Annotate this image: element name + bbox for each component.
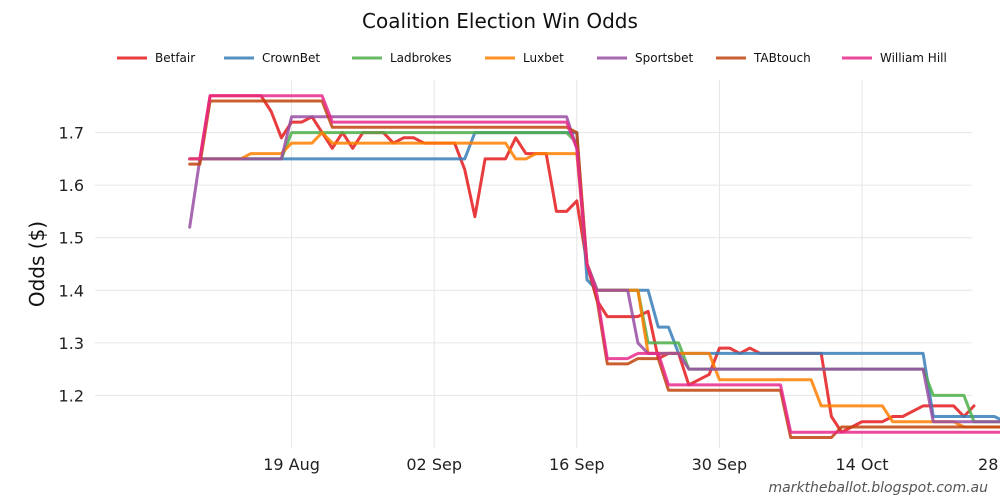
y-tick-label: 1.7 — [59, 124, 84, 143]
y-axis-ticks: 1.2 1.3 1.4 1.5 1.6 1.7 — [59, 124, 84, 406]
x-tick-label: 16 Sep — [549, 455, 605, 474]
legend-label-sportsbet: Sportsbet — [635, 51, 693, 65]
legend-label-william-hill: William Hill — [880, 51, 947, 65]
legend-label-betfair: Betfair — [155, 51, 195, 65]
series-line-ladbrokes — [188, 131, 1000, 424]
x-tick-label: 14 Oct — [835, 455, 888, 474]
legend-label-ladbrokes: Ladbrokes — [390, 51, 451, 65]
chart-title: Coalition Election Win Odds — [362, 9, 638, 33]
y-tick-label: 1.3 — [59, 334, 84, 353]
legend-label-luxbet: Luxbet — [523, 51, 564, 65]
legend-label-crownbet: CrownBet — [262, 51, 320, 65]
y-tick-label: 1.5 — [59, 229, 84, 248]
y-tick-label: 1.4 — [59, 281, 84, 300]
series-line-sportsbet — [188, 115, 1000, 424]
series-line-tabtouch — [188, 99, 1000, 439]
chart-legend: Betfair CrownBet Ladbrokes Luxbet Sportsbet T… — [117, 51, 947, 65]
y-tick-label: 1.6 — [59, 176, 84, 195]
y-axis-label: Odds ($) — [25, 221, 49, 307]
grid-lines — [95, 80, 972, 448]
series-line-william-hill — [188, 94, 1000, 434]
x-tick-label: 28 Oct — [978, 455, 1000, 474]
series-lines — [188, 94, 1000, 439]
series-line-luxbet-cont — [575, 152, 1000, 429]
x-tick-label: 19 Aug — [263, 455, 320, 474]
series-line-luxbet — [188, 131, 579, 161]
y-tick-label: 1.2 — [59, 386, 84, 405]
legend-label-tabtouch: TABtouch — [753, 51, 811, 65]
x-tick-label: 02 Sep — [406, 455, 462, 474]
credit-text: marktheballot.blogspot.com.au — [768, 480, 988, 496]
x-tick-label: 30 Sep — [692, 455, 748, 474]
x-axis-ticks: 19 Aug 02 Sep 16 Sep 30 Sep 14 Oct 28 Oct — [263, 455, 1000, 474]
series-line-betfair — [188, 94, 976, 434]
